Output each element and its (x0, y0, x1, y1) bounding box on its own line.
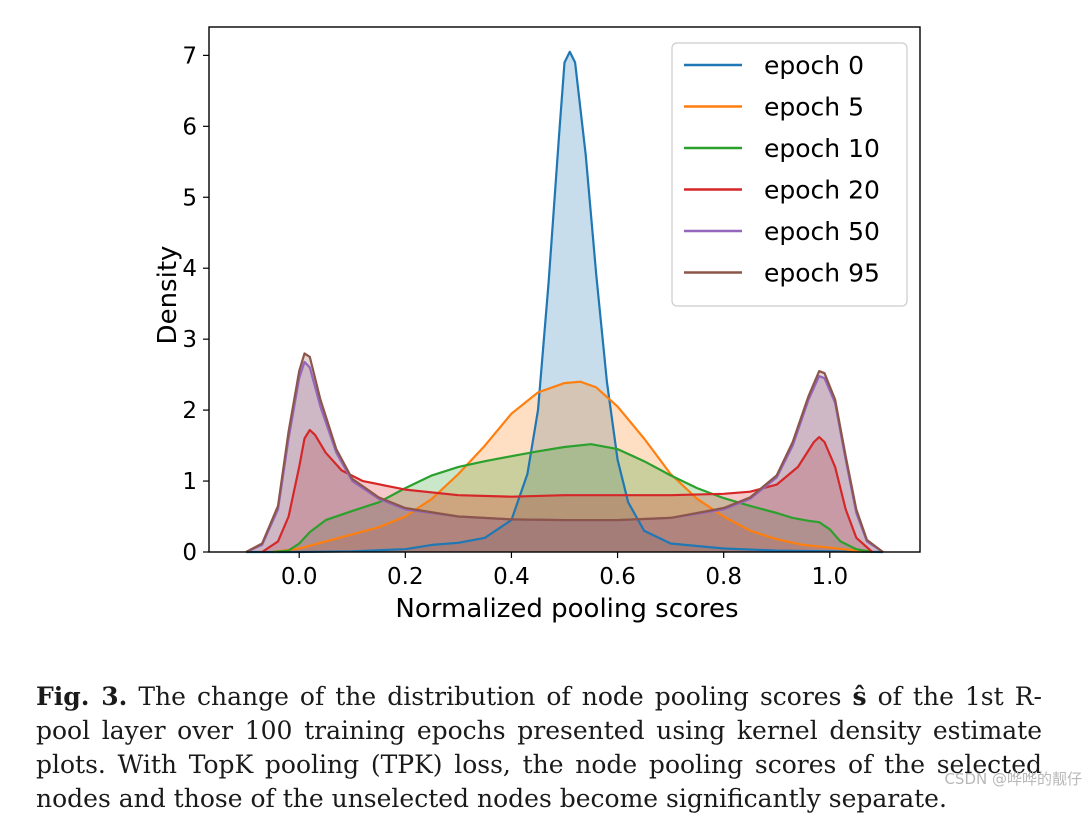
x-tick-label: 0.8 (705, 564, 742, 590)
legend: epoch 0 epoch 5 epoch 10 epoch 20 epoch 50 ep… (671, 42, 908, 307)
legend-label-epoch-0: epoch 0 (764, 51, 864, 80)
line-epoch-95 (245, 352, 884, 553)
area-epoch-20 (262, 430, 873, 552)
watermark: CSDN @哗哗的靓仔 (944, 770, 1082, 788)
y-axis-title: Density (153, 246, 183, 345)
caption-symbol: ŝ (852, 682, 867, 711)
legend-box (671, 42, 908, 307)
line-epoch-5 (272, 380, 873, 554)
area-epoch-0 (246, 51, 883, 553)
x-tick-label: 0.2 (387, 564, 424, 590)
y-tick-label: 2 (182, 398, 197, 424)
line-epoch-0 (246, 50, 883, 554)
area-epoch-5 (272, 381, 873, 552)
x-tick-label: 0.4 (493, 564, 530, 590)
y-tick-label: 7 (182, 43, 197, 69)
y-tick-label: 4 (182, 256, 197, 282)
density-lines (245, 50, 884, 554)
legend-label-epoch-20: epoch 20 (764, 176, 880, 205)
x-tick-label: 1.0 (812, 564, 849, 590)
y-tick-label: 5 (182, 185, 197, 211)
caption-text-before-symbol: The change of the distribution of node p… (127, 682, 853, 711)
legend-label-epoch-50: epoch 50 (764, 217, 880, 246)
line-epoch-10 (272, 443, 873, 554)
y-tick-label: 0 (182, 540, 197, 566)
x-tick-label: 0.0 (281, 564, 318, 590)
legend-label-epoch-10: epoch 10 (764, 134, 880, 163)
y-tick-label: 6 (182, 114, 197, 140)
x-tick-label: 0.6 (599, 564, 636, 590)
legend-label-epoch-95: epoch 95 (764, 259, 880, 288)
kde-density-chart: 0.0 0.2 0.4 0.6 0.8 1.0 0 1 2 3 4 5 6 7 Normalized po… (153, 26, 921, 624)
area-epoch-10 (272, 444, 873, 552)
x-axis-title: Normalized pooling scores (395, 594, 738, 624)
tick-labels: 0.0 0.2 0.4 0.6 0.8 1.0 0 1 2 3 4 5 6 7 (182, 43, 848, 590)
y-tick-label: 1 (182, 469, 197, 495)
plot-frame (208, 26, 921, 553)
caption-label: Fig. 3. (36, 682, 128, 711)
line-epoch-20 (261, 428, 873, 553)
legend-label-epoch-5: epoch 5 (764, 93, 864, 122)
y-tick-label: 3 (182, 327, 197, 353)
axes (208, 26, 921, 553)
